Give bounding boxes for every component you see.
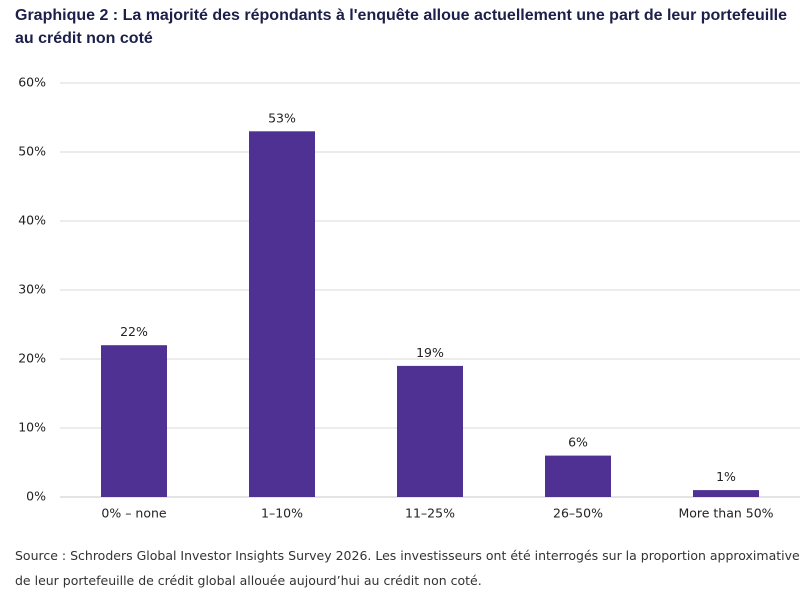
- x-tick-label: 1–10%: [261, 506, 303, 521]
- y-axis-ticks: 0% 10% 20% 30% 40% 50% 60%: [18, 75, 46, 504]
- y-tick-label: 0%: [26, 489, 46, 504]
- x-tick-label: More than 50%: [678, 506, 773, 521]
- x-tick-label: 11–25%: [405, 506, 455, 521]
- bar: [693, 490, 759, 497]
- x-tick-label: 26–50%: [553, 506, 603, 521]
- bar-value-label: 19%: [416, 345, 444, 360]
- data-labels: 22% 53% 19% 6% 1%: [120, 110, 736, 484]
- bar-chart: 0% 10% 20% 30% 40% 50% 60% 22% 53% 19% 6% 1% 0% – …: [18, 75, 800, 521]
- y-tick-label: 40%: [18, 213, 46, 228]
- y-tick-label: 30%: [18, 282, 46, 297]
- y-tick-label: 60%: [18, 75, 46, 90]
- gridlines: [60, 82, 800, 498]
- chart-title: Graphique 2 : La majorité des répondants…: [15, 7, 787, 47]
- bar: [249, 131, 315, 498]
- bar: [545, 455, 611, 497]
- bar-value-label: 53%: [268, 110, 296, 125]
- bar-value-label: 1%: [716, 469, 736, 484]
- x-axis-ticks: 0% – none 1–10% 11–25% 26–50% More than 50%: [101, 506, 773, 521]
- bar-value-label: 22%: [120, 324, 148, 339]
- y-tick-label: 20%: [18, 351, 46, 366]
- bars: [101, 131, 759, 498]
- bar: [397, 365, 463, 497]
- bar-value-label: 6%: [568, 435, 588, 450]
- y-tick-label: 10%: [18, 420, 46, 435]
- y-tick-label: 50%: [18, 144, 46, 159]
- source-note: Source : Schroders Global Investor Insig…: [15, 548, 800, 588]
- bar: [101, 345, 167, 497]
- x-tick-label: 0% – none: [101, 506, 167, 521]
